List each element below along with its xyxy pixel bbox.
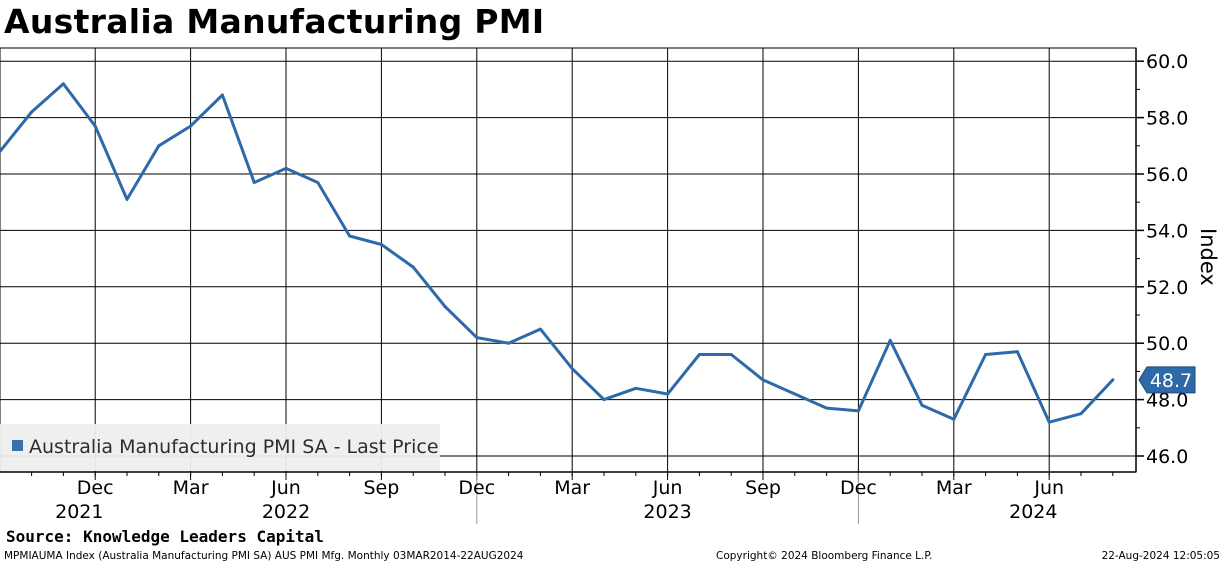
data-point	[507, 341, 511, 345]
data-point	[284, 166, 288, 170]
data-point	[570, 367, 574, 371]
data-point	[1111, 378, 1115, 382]
x-month-label: Mar	[173, 477, 209, 499]
y-tick-label: 54.0	[1146, 220, 1188, 242]
data-point	[793, 392, 797, 396]
data-point	[1047, 420, 1051, 424]
y-tick-label: 56.0	[1146, 164, 1188, 186]
y-tick-label: 60.0	[1146, 51, 1188, 73]
y-tick-label: 52.0	[1146, 277, 1188, 299]
chart-title: Australia Manufacturing PMI	[4, 2, 545, 41]
data-point	[220, 93, 224, 97]
data-point	[1079, 412, 1083, 416]
data-point	[761, 378, 765, 382]
x-month-label: Dec	[458, 477, 495, 499]
x-month-label: Mar	[554, 477, 590, 499]
legend: Australia Manufacturing PMI SA - Last Pr…	[0, 424, 440, 471]
data-point	[252, 180, 256, 184]
y-tick-label: 46.0	[1146, 446, 1188, 468]
last-value-label: 48.7	[1150, 370, 1192, 392]
footer-copyright: Copyright© 2024 Bloomberg Finance L.P.	[716, 550, 933, 562]
x-year-label: 2023	[643, 501, 691, 523]
x-month-label: Sep	[745, 477, 781, 499]
data-point	[697, 352, 701, 356]
data-point	[666, 392, 670, 396]
data-point	[856, 409, 860, 413]
data-point	[1015, 350, 1019, 354]
x-year-label: 2024	[1009, 501, 1057, 523]
x-month-label: Sep	[363, 477, 399, 499]
data-point	[634, 386, 638, 390]
series-layer	[0, 82, 1115, 424]
last-value-tag	[1138, 366, 1196, 394]
data-point	[348, 234, 352, 238]
data-point	[475, 336, 479, 340]
data-point	[984, 352, 988, 356]
series-line	[0, 82, 1115, 424]
axes	[0, 48, 1144, 524]
plot-frame	[0, 47, 1137, 473]
data-point	[443, 305, 447, 309]
data-point	[30, 110, 34, 114]
x-year-label: 2021	[55, 501, 103, 523]
data-point	[538, 327, 542, 331]
x-month-label: Jun	[270, 477, 301, 499]
axis-labels: 46.0 48.0 50.0 52.0 54.0 56.0 58.0 60.0 Index Dec…	[55, 51, 1220, 523]
grid-lines	[0, 47, 1137, 473]
data-point	[93, 124, 97, 128]
x-month-label: Dec	[77, 477, 114, 499]
data-point	[61, 82, 65, 86]
y-axis-title: Index	[1196, 228, 1220, 286]
data-point	[952, 417, 956, 421]
x-month-label: Jun	[652, 477, 683, 499]
data-point	[602, 398, 606, 402]
y-tick-label: 58.0	[1146, 108, 1188, 130]
x-month-label: Mar	[936, 477, 972, 499]
x-month-label: Dec	[840, 477, 877, 499]
y-tick-label: 48.0	[1146, 390, 1188, 412]
data-point	[411, 265, 415, 269]
legend-label: Australia Manufacturing PMI SA - Last Pr…	[29, 436, 439, 458]
data-point	[825, 406, 829, 410]
data-point	[888, 338, 892, 342]
y-tick-label: 50.0	[1146, 333, 1188, 355]
source-note: Source: Knowledge Leaders Capital	[6, 527, 324, 546]
footer-series-info: MPMIAUMA Index (Australia Manufacturing …	[4, 550, 524, 562]
pmi-line-chart: 46.0 48.0 50.0 52.0 54.0 56.0 58.0 60.0 Index Dec…	[0, 47, 1220, 524]
data-point	[729, 352, 733, 356]
data-point	[125, 197, 129, 201]
legend-swatch	[12, 440, 23, 451]
x-month-label: Jun	[1033, 477, 1064, 499]
data-point	[189, 124, 193, 128]
footer-timestamp: 22-Aug-2024 12:05:05	[1101, 550, 1220, 562]
data-point	[920, 403, 924, 407]
x-year-label: 2022	[262, 501, 310, 523]
data-point	[157, 144, 161, 148]
data-point	[316, 180, 320, 184]
data-point	[379, 243, 383, 246]
